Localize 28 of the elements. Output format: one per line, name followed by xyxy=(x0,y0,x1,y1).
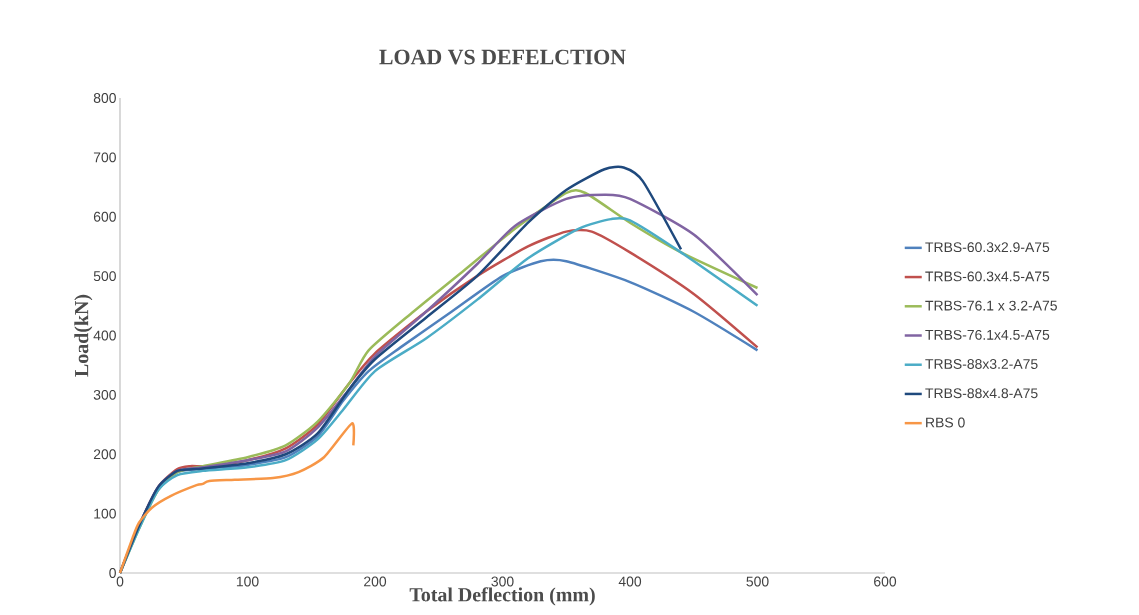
y-tick-label: 800 xyxy=(93,93,116,103)
legend-label: TRBS-76.1 x 3.2-A75 xyxy=(925,300,1057,311)
x-axis-title: Total Deflection (mm) xyxy=(409,587,595,606)
y-tick-label: 200 xyxy=(93,449,116,460)
legend-label: TRBS-60.3x4.5-A75 xyxy=(925,271,1050,282)
chart-title: LOAD VS DEFELCTION xyxy=(379,49,626,65)
y-tick-label: 400 xyxy=(93,330,116,341)
x-tick-label: 400 xyxy=(618,576,642,587)
y-tick-label: 700 xyxy=(93,152,116,163)
y-tick-label: 500 xyxy=(93,271,116,282)
x-tick-label: 600 xyxy=(874,576,897,587)
legend-label: TRBS-76.1x4.5-A75 xyxy=(925,329,1050,340)
y-tick-label: 600 xyxy=(93,211,116,222)
legend-label: RBS 0 xyxy=(926,417,965,428)
y-axis-title: Load(kN) xyxy=(74,294,93,377)
legend-label: TRBS-88x4.8-A75 xyxy=(925,388,1038,399)
y-tick-label: 100 xyxy=(94,508,116,519)
x-tick-label: 300 xyxy=(491,576,514,587)
line-series xyxy=(118,422,356,575)
legend-label: TRBS-88x3.2-A75 xyxy=(925,359,1038,369)
y-tick-label: 300 xyxy=(93,389,116,400)
x-tick-label: 100 xyxy=(236,576,259,587)
y-tick-label: 0 xyxy=(109,568,116,578)
x-tick-label: 200 xyxy=(364,576,387,587)
x-tick-label: 0 xyxy=(116,576,124,587)
legend-label: TRBS-60.3x2.9-A75 xyxy=(925,242,1050,253)
x-tick-label: 500 xyxy=(746,576,769,587)
line-series xyxy=(118,165,683,575)
